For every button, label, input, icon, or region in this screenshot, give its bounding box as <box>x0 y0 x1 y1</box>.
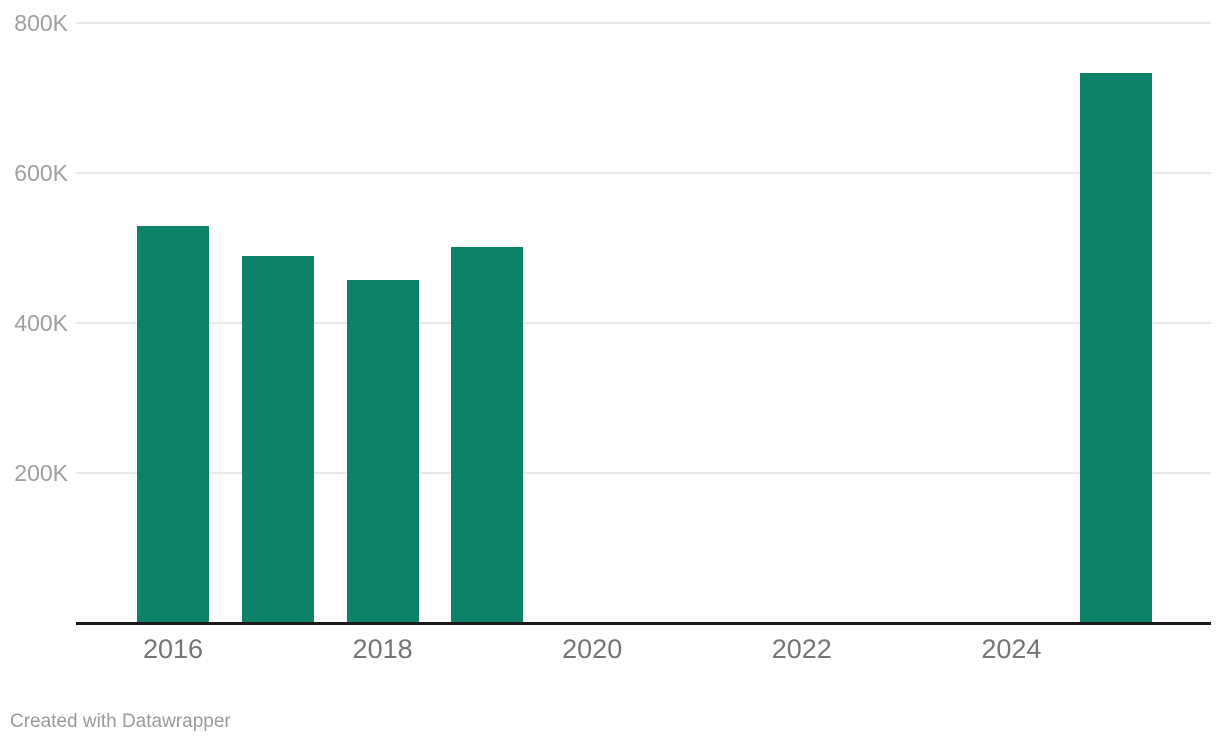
gridline <box>76 472 1211 475</box>
x-axis-line <box>76 622 1211 625</box>
x-tick-label: 2016 <box>142 634 204 664</box>
bar <box>137 226 209 622</box>
bar <box>1080 73 1153 622</box>
x-tick-label: 2022 <box>771 634 832 664</box>
gridline <box>76 172 1211 175</box>
y-tick-label: 200K <box>14 460 68 487</box>
bar <box>451 247 524 622</box>
datawrapper-attribution: Created with Datawrapper <box>10 711 231 732</box>
bar <box>346 280 419 622</box>
bar <box>241 256 314 622</box>
y-tick-label: 600K <box>14 160 68 187</box>
x-tick-label: 2018 <box>352 634 413 664</box>
y-tick-label: 800K <box>14 10 68 36</box>
gridline <box>76 322 1211 325</box>
x-tick-label: 2024 <box>981 634 1042 664</box>
gridline <box>76 22 1211 24</box>
y-tick-label: 400K <box>14 310 68 337</box>
x-tick-label: 2020 <box>562 634 623 664</box>
